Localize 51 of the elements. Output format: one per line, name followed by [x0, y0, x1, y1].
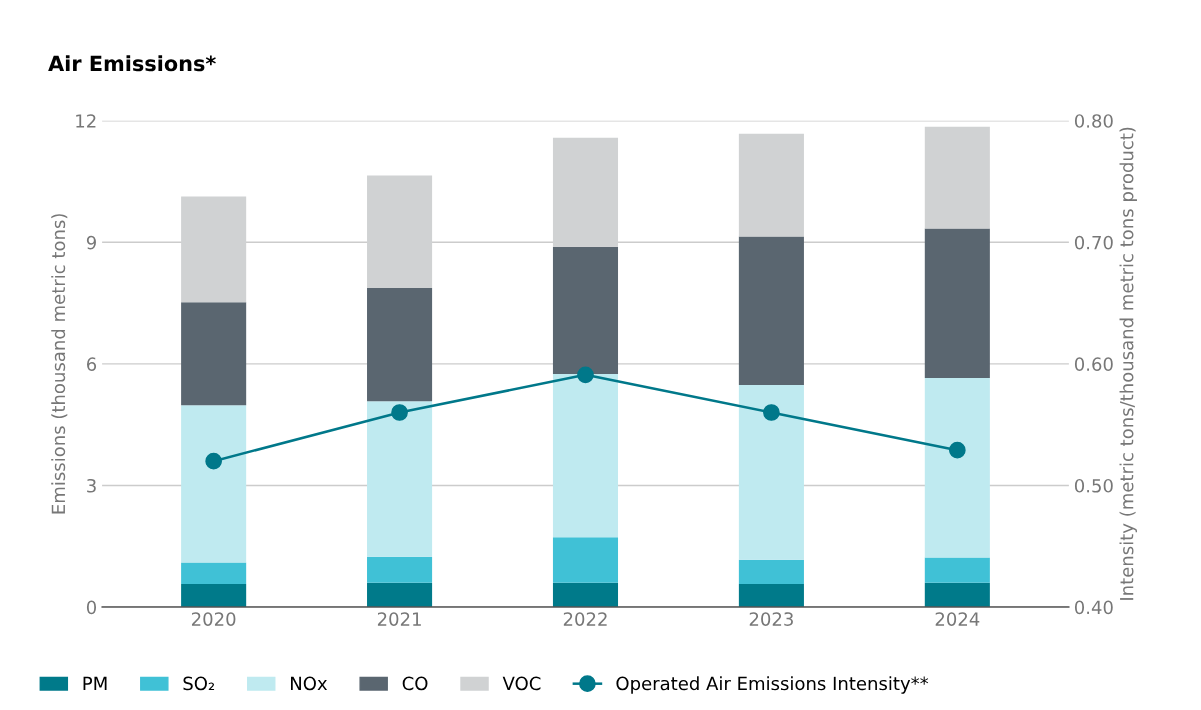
bar	[181, 302, 247, 406]
point	[391, 404, 408, 421]
y-tick-label: 9	[86, 235, 96, 250]
bar	[552, 537, 619, 583]
legend-label: VOC	[502, 676, 541, 691]
bar	[738, 583, 804, 608]
y-tick-label: 3	[87, 478, 96, 493]
bar	[738, 236, 804, 385]
legend-label: NOx	[291, 676, 328, 691]
y2-tick-label: 0.80	[1074, 114, 1113, 128]
bar	[552, 374, 619, 538]
y2-tick-label: 0.60	[1074, 357, 1113, 371]
point	[577, 366, 594, 384]
bar	[367, 401, 433, 557]
bar	[924, 582, 990, 608]
bar	[552, 582, 619, 608]
x-tick-label: 2022	[563, 612, 607, 626]
y2-tick-label: 0.70	[1074, 235, 1113, 250]
bar	[181, 405, 247, 563]
legend-label: CO	[402, 676, 428, 691]
y2-tick-label: 0.50	[1074, 478, 1113, 493]
bar	[738, 559, 804, 584]
y-tick-label: 0	[86, 600, 97, 615]
y-tick-label: 12	[76, 114, 96, 128]
legend-label: SO₂	[183, 676, 215, 691]
bar	[367, 582, 433, 608]
bar	[181, 583, 247, 608]
legend-label: Operated Air Emissions Intensity**	[616, 676, 929, 694]
bar	[367, 288, 433, 402]
x-tick-label: 2020	[191, 612, 236, 626]
legend-label: PM	[83, 676, 107, 690]
bar	[367, 556, 433, 583]
bar	[181, 562, 247, 584]
y2-axis-title: Intensity (metric tons/thousand metric tons product)	[1119, 127, 1137, 600]
x-tick-label: 2023	[749, 612, 793, 626]
point	[205, 452, 222, 470]
point	[949, 441, 966, 459]
y2-tick-label: 0.40	[1074, 600, 1113, 615]
y-tick-label: 6	[87, 357, 97, 371]
bar	[924, 378, 990, 558]
x-tick-label: 2021	[377, 612, 421, 626]
bar	[552, 246, 619, 375]
y-axis-title: Emissions (thousand metric tons)	[51, 214, 68, 514]
bar	[924, 557, 990, 583]
bar	[924, 126, 990, 229]
bar	[924, 228, 990, 379]
point	[763, 404, 780, 421]
bar	[738, 384, 804, 560]
x-tick-label: 2024	[935, 612, 980, 626]
bar	[738, 133, 804, 237]
chart-title: Air Emissions*	[48, 55, 216, 72]
